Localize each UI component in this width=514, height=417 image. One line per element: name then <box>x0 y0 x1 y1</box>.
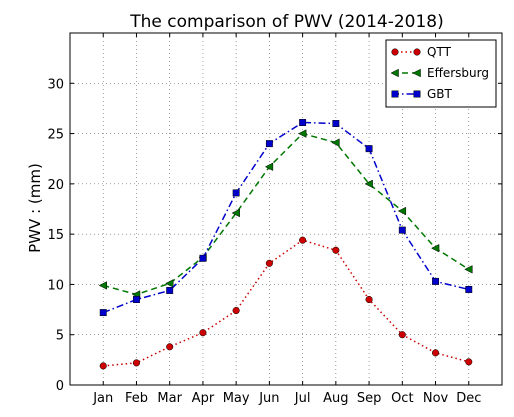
y-axis-label: PWV : (mm) <box>26 163 44 253</box>
x-tick-label: Aug <box>323 391 348 406</box>
y-tick-label: 0 <box>56 379 64 394</box>
data-point-qtt <box>332 246 340 254</box>
legend-label-qtt: QTT <box>427 45 452 59</box>
data-point-qtt <box>265 259 273 267</box>
series-line-effersburg <box>103 132 470 296</box>
data-point-qtt <box>465 358 473 366</box>
data-point-gbt <box>465 286 473 293</box>
data-point-gbt <box>299 119 307 126</box>
data-point-qtt <box>99 362 107 370</box>
data-point-effersburg <box>98 281 107 290</box>
axis-ticks: Jan Feb Mar Apr May Jun Jul Aug Sep Oct Nov Dec 0 5 10… <box>47 33 502 406</box>
x-tick-label: Jan <box>92 391 113 406</box>
x-tick-label: Nov <box>423 391 449 406</box>
x-tick-label: Dec <box>456 391 481 406</box>
data-point-qtt <box>199 329 207 337</box>
x-tick-label: Mar <box>157 391 182 406</box>
data-point-gbt <box>99 309 107 317</box>
data-point-gbt <box>199 254 207 262</box>
data-point-qtt <box>132 359 141 367</box>
legend: QTT Effersburg GBT <box>385 39 497 108</box>
data-point-qtt <box>232 307 240 315</box>
y-tick-label: 30 <box>47 77 64 92</box>
data-point-qtt <box>299 236 307 244</box>
data-point-gbt <box>133 296 140 303</box>
data-point-gbt <box>232 189 240 197</box>
data-point-effersburg <box>298 129 307 138</box>
data-point-qtt <box>365 295 373 304</box>
legend-marker-qtt <box>413 48 421 56</box>
data-point-effersburg <box>397 206 407 216</box>
x-tick-label: Apr <box>192 391 215 406</box>
y-tick-label: 15 <box>47 228 64 243</box>
data-point-effersburg <box>364 179 373 189</box>
y-tick-label: 20 <box>47 178 64 193</box>
data-point-effersburg <box>464 265 473 274</box>
legend-marker-effersburg <box>390 68 399 78</box>
series-line-gbt <box>102 121 469 314</box>
data-point-gbt <box>365 145 373 153</box>
data-point-qtt <box>431 349 440 357</box>
data-point-gbt <box>332 120 340 127</box>
legend-marker-gbt <box>391 90 399 98</box>
data-point-effersburg <box>165 279 174 288</box>
data-point-gbt <box>166 287 174 294</box>
x-tick-label: Oct <box>391 391 413 406</box>
legend-label-effersburg: Effersburg <box>427 66 489 80</box>
y-tick-label: 25 <box>47 128 64 143</box>
data-point-effersburg <box>264 162 274 171</box>
x-tick-label: May <box>223 391 250 406</box>
legend-marker-gbt <box>413 90 421 98</box>
data-point-qtt <box>398 331 406 339</box>
data-point-qtt <box>166 343 174 351</box>
x-tick-label: Sep <box>357 391 382 406</box>
data-point-gbt <box>398 226 406 234</box>
series-lines <box>98 119 473 370</box>
data-point-effersburg <box>331 138 340 147</box>
legend-label-gbt: GBT <box>427 87 453 101</box>
data-point-gbt <box>432 277 439 285</box>
chart-title: The comparison of PWV (2014-2018) <box>129 12 444 32</box>
series-line-qtt <box>103 239 469 367</box>
legend-marker-qtt <box>391 48 399 56</box>
x-tick-label: Jul <box>294 391 311 406</box>
legend-marker-effersburg <box>412 68 421 78</box>
data-point-effersburg <box>231 208 240 218</box>
data-point-effersburg <box>430 244 440 253</box>
y-tick-label: 10 <box>47 278 64 293</box>
y-tick-label: 5 <box>56 329 64 344</box>
data-point-gbt <box>265 140 273 148</box>
x-tick-label: Jun <box>258 391 279 406</box>
x-tick-label: Feb <box>125 391 148 406</box>
plot-frame <box>69 32 503 386</box>
